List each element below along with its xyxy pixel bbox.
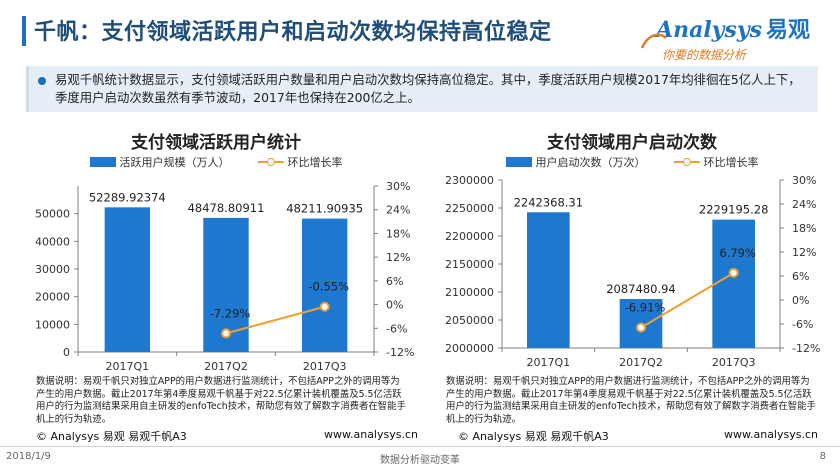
legend-label: 用户启动次数（万次） [535, 156, 646, 169]
y-tick-label: 20000 [35, 291, 70, 304]
footer-date: 2018/1/9 [6, 451, 51, 462]
y-tick-label: 2050000 [445, 314, 494, 327]
legend-label: 环比增长率 [703, 156, 759, 169]
logo-text: Analysys [656, 17, 763, 43]
bar [527, 212, 570, 348]
analysys-logo: Analysys 易观 你要的数据分析 [640, 12, 814, 62]
x-tick-label: 2017Q2 [204, 360, 248, 373]
bullet-icon [38, 77, 46, 85]
legend-label: 活跃用户规模（万人） [119, 156, 230, 169]
growth-point [319, 301, 330, 312]
source-right: © Analysys 易观 易观千帆A3 [458, 430, 609, 443]
y-tick-label: 10000 [35, 318, 70, 331]
x-tick-label: 2017Q3 [303, 360, 347, 373]
bar-value-label: 2087480.94 [606, 282, 676, 296]
bar [301, 218, 348, 352]
legend-bar-swatch [89, 157, 116, 167]
legend-bar-swatch [505, 157, 532, 167]
growth-value-label: -6.91% [625, 301, 666, 315]
y2-tick-label: 6% [792, 270, 809, 283]
y2-tick-label: -6% [386, 322, 407, 335]
bar-value-label: 2229195.28 [699, 203, 769, 217]
y-tick-label: 2000000 [445, 342, 494, 355]
y-tick-label: 2300000 [445, 174, 494, 187]
title-accent-bar [22, 16, 26, 46]
y-tick-label: 2150000 [445, 258, 494, 271]
chart-plot: 2000000 2050000 2100000 2150000 2200000 22500… [445, 174, 820, 369]
growth-value-label: 6.79% [719, 246, 756, 260]
y2-tick-label: 30% [792, 174, 816, 187]
y-tick-label: 50000 [35, 208, 70, 221]
growth-point [221, 328, 231, 339]
y2-tick-label: -12% [792, 342, 820, 355]
y2-tick-label: 6% [386, 275, 403, 288]
logo-cn: 易观 [766, 18, 811, 43]
summary-text: 易观千帆统计数据显示，支付领域活跃用户数量和用户启动次数均保持高位稳定。其中，季… [55, 72, 801, 105]
y-tick-label: 40000 [35, 235, 70, 248]
y2-tick-label: 0% [386, 299, 403, 312]
growth-line [225, 305, 325, 335]
bar-value-label: 48211.90935 [286, 202, 363, 216]
y2-tick-label: -12% [386, 346, 414, 359]
y2-tick-label: 30% [386, 180, 410, 193]
chart-notes: 数据说明：易观千帆只对独立APP的用户数据进行监测统计，不包括APP之外的调用等… [446, 376, 816, 425]
bar [104, 207, 151, 352]
legend-item-bar: 用户启动次数（万次） [505, 154, 646, 170]
url-left[interactable]: www.analysys.cn [324, 428, 418, 441]
y2-tick-label: 24% [792, 198, 816, 211]
y-tick-label: 0 [63, 346, 70, 359]
chart-plot: 0 10000 20000 30000 40000 50000 -12% -6% 0% 6% 12%… [35, 180, 414, 373]
bar-value-label: 2242368.31 [514, 195, 584, 209]
legend-line-swatch [673, 157, 700, 167]
logo-tagline: 你要的数据分析 [662, 48, 747, 62]
y2-tick-label: 0% [792, 294, 809, 307]
logo-swoosh-icon [640, 33, 667, 49]
footer-center: 数据分析驱动变革 [380, 455, 460, 466]
legend-line-swatch [257, 157, 284, 167]
y2-tick-label: 24% [386, 204, 410, 217]
source-left: © Analysys 易观 易观千帆A3 [36, 430, 187, 443]
y-tick-label: 2250000 [445, 202, 494, 215]
chart-title: 支付领域活跃用户统计 [131, 133, 301, 153]
y2-tick-label: 12% [386, 251, 410, 264]
y-tick-label: 30000 [35, 263, 70, 276]
chart-legend: 用户启动次数（万次） 环比增长率 [432, 154, 832, 170]
legend-item-line: 环比增长率 [673, 154, 759, 170]
url-right[interactable]: www.analysys.cn [724, 428, 818, 441]
bar [712, 219, 755, 348]
y-tick-label: 2100000 [445, 286, 494, 299]
y2-tick-label: 12% [792, 246, 816, 259]
legend-item-line: 环比增长率 [257, 154, 343, 170]
x-tick-label: 2017Q1 [106, 360, 150, 373]
growth-point [636, 322, 646, 333]
chart-launch-count: 支付领域用户启动次数 用户启动次数（万次） 环比增长率 2000000 20500… [432, 124, 832, 425]
legend-item-bar: 活跃用户规模（万人） [89, 154, 230, 170]
growth-line [640, 271, 735, 329]
summary-box: 易观千帆统计数据显示，支付领域活跃用户数量和用户启动次数均保持高位稳定。其中，季… [26, 66, 818, 112]
chart-active-users: 支付领域活跃用户统计 活跃用户规模（万人） 环比增长率 0 10000 20000 3… [16, 124, 416, 425]
x-tick-label: 2017Q3 [712, 356, 756, 369]
y2-tick-label: 18% [386, 227, 410, 240]
footer-divider [0, 446, 840, 447]
growth-value-label: -0.55% [308, 280, 349, 294]
legend-label: 环比增长率 [287, 156, 343, 169]
y-tick-label: 2200000 [445, 230, 494, 243]
chart-legend: 活跃用户规模（万人） 环比增长率 [16, 154, 416, 170]
growth-value-label: -7.29% [210, 306, 251, 320]
growth-point [728, 267, 739, 278]
page-number: 8 [819, 451, 826, 462]
page-title: 千帆：支付领域活跃用户和启动次数均保持高位稳定 [34, 20, 552, 45]
bar-value-label: 48478.80911 [188, 201, 265, 215]
y2-tick-label: -6% [792, 318, 813, 331]
chart-title: 支付领域用户启动次数 [547, 133, 717, 153]
chart-notes: 数据说明：易观千帆只对独立APP的用户数据进行监测统计，不包括APP之外的调用等… [36, 376, 406, 425]
x-tick-label: 2017Q1 [527, 356, 571, 369]
bar-value-label: 52289.92374 [89, 190, 166, 204]
x-tick-label: 2017Q2 [619, 356, 663, 369]
y2-tick-label: 18% [792, 222, 816, 235]
